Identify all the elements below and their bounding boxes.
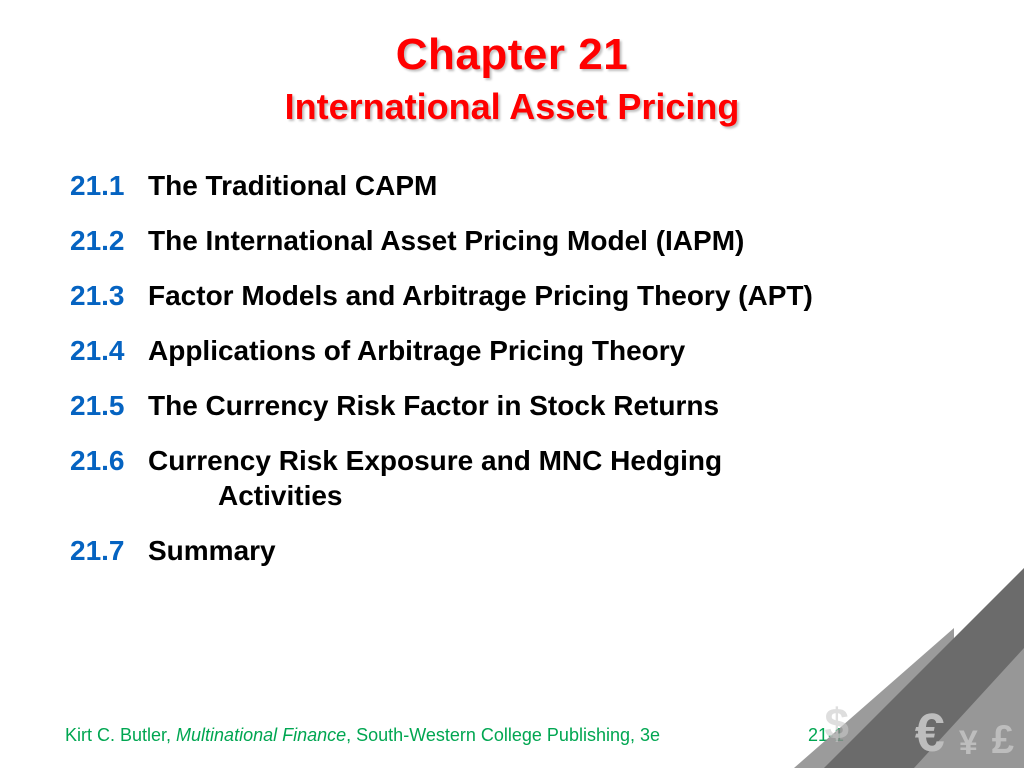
outline-item: 21.5 The Currency Risk Factor in Stock R… — [70, 388, 974, 423]
triangle-shape — [794, 628, 954, 768]
chapter-subtitle: International Asset Pricing — [50, 86, 974, 128]
footer-citation: Kirt C. Butler, Multinational Finance, S… — [65, 725, 660, 746]
outline-number: 21.3 — [70, 278, 148, 313]
footer-author: Kirt C. Butler, — [65, 725, 176, 745]
outline-list: 21.1 The Traditional CAPM 21.2 The Inter… — [50, 168, 974, 568]
outline-number: 21.2 — [70, 223, 148, 258]
outline-item: 21.7 Summary — [70, 533, 974, 568]
outline-number: 21.6 — [70, 443, 148, 478]
outline-text: The Currency Risk Factor in Stock Return… — [148, 388, 719, 423]
outline-item: 21.4 Applications of Arbitrage Pricing T… — [70, 333, 974, 368]
outline-number: 21.1 — [70, 168, 148, 203]
title-block: Chapter 21 International Asset Pricing — [50, 30, 974, 128]
chapter-title: Chapter 21 — [50, 30, 974, 80]
outline-number: 21.5 — [70, 388, 148, 423]
outline-number: 21.4 — [70, 333, 148, 368]
outline-text-line1: Currency Risk Exposure and MNC Hedging — [148, 445, 722, 476]
footer-book-title: Multinational Finance — [176, 725, 346, 745]
footer-publisher: , South-Western College Publishing, 3e — [346, 725, 660, 745]
outline-text: The Traditional CAPM — [148, 168, 437, 203]
pound-icon: £ — [992, 720, 1014, 760]
outline-text-line2: Activities — [148, 480, 343, 511]
outline-item: 21.6 Currency Risk Exposure and MNC Hedg… — [70, 443, 974, 513]
outline-item: 21.1 The Traditional CAPM — [70, 168, 974, 203]
outline-item: 21.2 The International Asset Pricing Mod… — [70, 223, 974, 258]
outline-number: 21.7 — [70, 533, 148, 568]
slide-footer: Kirt C. Butler, Multinational Finance, S… — [65, 725, 964, 746]
outline-text: Currency Risk Exposure and MNC Hedging A… — [148, 443, 722, 513]
outline-text: Factor Models and Arbitrage Pricing Theo… — [148, 278, 813, 313]
slide: Chapter 21 International Asset Pricing 2… — [0, 0, 1024, 768]
outline-text: Applications of Arbitrage Pricing Theory — [148, 333, 685, 368]
outline-text: The International Asset Pricing Model (I… — [148, 223, 744, 258]
footer-page-number: 21-1 — [808, 725, 844, 746]
outline-item: 21.3 Factor Models and Arbitrage Pricing… — [70, 278, 974, 313]
triangle-shape — [914, 648, 1024, 768]
outline-text: Summary — [148, 533, 276, 568]
